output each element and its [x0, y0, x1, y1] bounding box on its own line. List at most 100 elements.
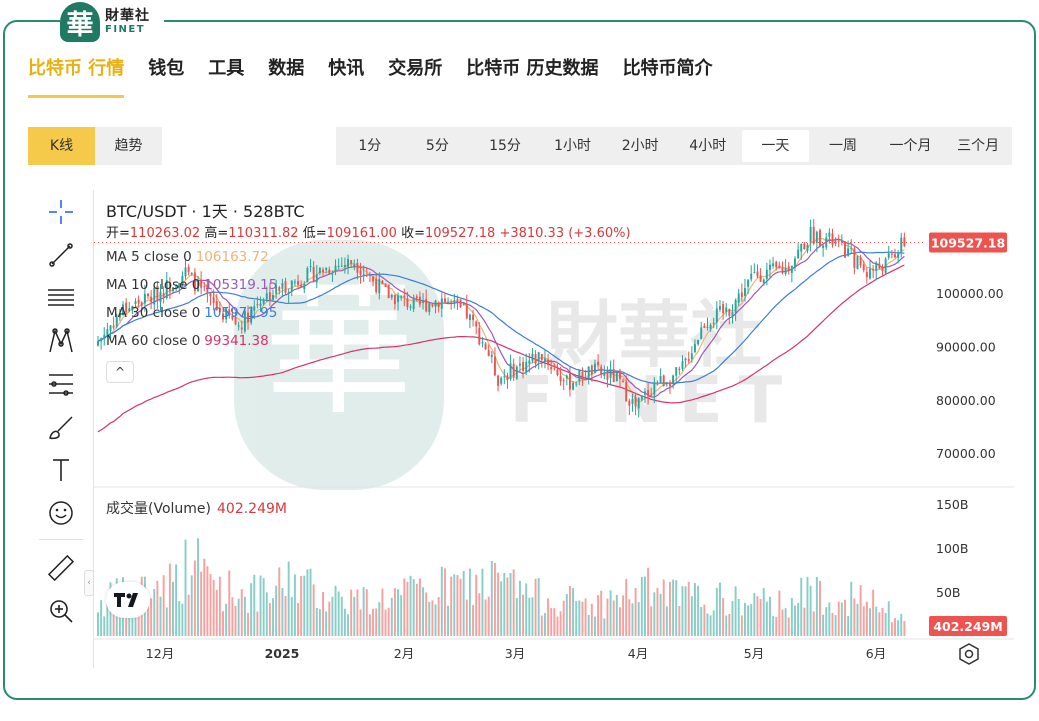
volume-bar — [762, 588, 765, 636]
candle-body — [593, 363, 596, 373]
candle-body — [493, 356, 496, 376]
candlestick-chart[interactable]: 華財華社FINET 100000.00 90000.00 80000.00 70000.… — [94, 190, 1014, 668]
volume-bar — [575, 601, 578, 636]
nav-item-exchange[interactable]: 交易所 — [388, 58, 443, 79]
candle-body — [853, 248, 856, 268]
candle-body — [709, 325, 712, 329]
nav-item-news[interactable]: 快讯 — [328, 58, 365, 79]
prediction-tool[interactable] — [38, 364, 84, 404]
volume-bar — [872, 589, 875, 636]
finet-logo[interactable]: 華 財華社 FINET — [60, 0, 164, 44]
candle-body — [322, 269, 325, 273]
candle-body — [900, 237, 903, 252]
pattern-tool[interactable] — [38, 321, 84, 361]
candle-body — [819, 230, 821, 246]
tab-3month[interactable]: 三个月 — [957, 138, 1000, 154]
volume-bar — [347, 614, 350, 636]
candle-body — [856, 256, 859, 269]
volume-bar — [162, 575, 165, 636]
ma60-legend[interactable]: MA 60 close 0 99341.38 — [106, 333, 269, 349]
candle-body — [312, 267, 315, 282]
candle-body — [725, 307, 728, 312]
tab-5min[interactable]: 5分 — [425, 138, 449, 154]
legend-collapse-button[interactable]: ^ — [106, 361, 134, 383]
volume-bar — [700, 606, 703, 636]
volume-bar — [509, 572, 512, 636]
last-volume-label: 402.249M — [933, 619, 1002, 634]
tab-1day[interactable]: 一天 — [741, 130, 810, 162]
volume-bar — [534, 578, 537, 636]
chart-area[interactable]: 華財華社 FINET 100000.00 90000.00 80000.00 70000.… — [93, 190, 1014, 668]
tab-4hour[interactable]: 4小时 — [689, 138, 727, 154]
trendline-tool[interactable] — [38, 235, 84, 275]
ruler-tool[interactable] — [38, 548, 84, 588]
candle-body — [368, 275, 371, 277]
tab-1hour[interactable]: 1小时 — [554, 138, 592, 154]
tab-1min[interactable]: 1分 — [358, 138, 382, 154]
volume-bar — [690, 596, 693, 636]
toolbar-collapse-handle[interactable]: ‹ — [84, 570, 94, 596]
settings-icon[interactable] — [957, 642, 981, 666]
candle-body — [418, 296, 421, 305]
nav-item-data[interactable]: 数据 — [268, 58, 305, 79]
volume-bar — [306, 569, 309, 636]
tradingview-logo[interactable] — [106, 582, 150, 618]
volume-bar — [865, 601, 868, 636]
nav-item-btc-history[interactable]: 比特币 历史数据 — [466, 58, 599, 79]
volume-bar — [106, 598, 109, 636]
candle-body — [218, 307, 221, 313]
emoji-tool[interactable] — [38, 493, 84, 533]
fib-lines-tool[interactable] — [38, 278, 84, 318]
volume-bar — [225, 603, 228, 636]
crosshair-tool[interactable] — [38, 192, 84, 232]
text-tool[interactable] — [38, 450, 84, 490]
x-tick-label: 2月 — [394, 646, 414, 661]
volume-bar — [668, 581, 671, 636]
candle-body — [537, 352, 540, 362]
drawing-toolbar — [38, 192, 84, 668]
volume-bar — [372, 608, 375, 636]
candle-body — [231, 316, 234, 319]
high-value: 110311.82 — [228, 226, 299, 241]
tab-15min[interactable]: 15分 — [489, 138, 521, 154]
ma30-legend[interactable]: MA 30 close 0 105971.95 — [106, 305, 278, 321]
brush-tool[interactable] — [38, 407, 84, 447]
ruler-icon — [47, 554, 75, 582]
volume-bar — [97, 612, 99, 636]
candle-body — [247, 312, 249, 322]
nav-item-btc-market[interactable]: 比特币 行情 — [28, 56, 125, 98]
candle-body — [459, 299, 462, 308]
candle-body — [175, 286, 178, 289]
candle-body — [153, 288, 156, 305]
ma5-legend[interactable]: MA 5 close 0 106163.72 — [106, 249, 269, 265]
tab-1week[interactable]: 一周 — [828, 138, 857, 154]
volume-bar — [712, 610, 715, 636]
candle-body — [794, 258, 796, 268]
nav-item-btc-intro[interactable]: 比特币简介 — [622, 58, 713, 79]
volume-bar — [328, 601, 331, 636]
candle-body — [187, 266, 190, 272]
candle-body — [844, 241, 846, 258]
volume-bar — [643, 576, 646, 636]
volume-bar — [550, 608, 553, 636]
volume-bar — [847, 616, 850, 636]
volume-bar — [587, 615, 590, 636]
tab-trend[interactable]: 趋势 — [114, 138, 143, 154]
volume-bar — [334, 585, 337, 636]
tab-2hour[interactable]: 2小时 — [621, 138, 659, 154]
tab-kline[interactable]: K线 — [28, 127, 95, 165]
candle-body — [353, 264, 356, 267]
emoji-icon — [49, 501, 73, 525]
candle-body — [590, 365, 593, 375]
candle-body — [309, 266, 312, 268]
volume-bar — [112, 601, 115, 636]
zoom-in-tool[interactable] — [38, 591, 84, 631]
nav-item-tools[interactable]: 工具 — [208, 58, 245, 79]
tab-1month[interactable]: 一个月 — [889, 138, 932, 154]
candle-body — [850, 248, 853, 250]
volume-bar — [650, 606, 653, 636]
candle-body — [769, 264, 771, 270]
nav-item-wallet[interactable]: 钱包 — [148, 58, 185, 79]
finet-watermark: 華財華社FINET — [234, 240, 782, 490]
ma10-legend[interactable]: MA 10 close 0 105319.15 — [106, 277, 278, 293]
